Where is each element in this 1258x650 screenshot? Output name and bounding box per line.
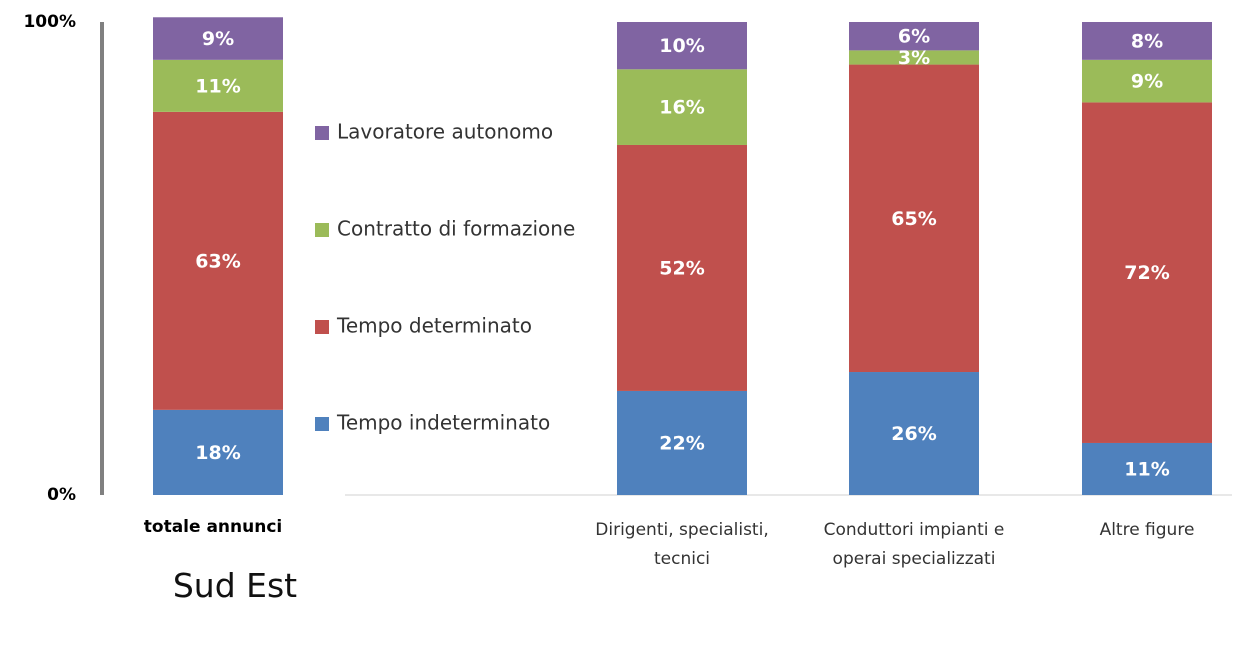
value-label: 6% [898,26,930,48]
bar-segment [1082,59,1212,103]
value-label: 9% [1131,71,1163,93]
value-label: 72% [1124,262,1169,284]
legend-label: Contratto di formazione [337,217,575,241]
bar-segment [617,69,747,145]
value-label: 11% [195,75,240,97]
value-label: 26% [891,423,936,445]
bar-segment [153,409,283,495]
bar-segment [849,22,979,51]
legend-label: Lavoratore autonomo [337,120,553,144]
value-label: 10% [659,35,704,57]
y-tick-label: 0% [47,485,76,505]
bar-segment [849,372,979,495]
value-label: 52% [659,257,704,279]
bar-segment [1082,442,1212,495]
value-label: 3% [898,47,930,69]
x-tick-label: totale annunci [143,517,283,537]
legend-swatch [315,320,329,334]
bar-segment [153,59,283,112]
subtitle: Sud Est [172,566,298,605]
value-label: 18% [195,442,240,464]
bar-segment [1082,22,1212,60]
value-label: 63% [195,250,240,272]
bar-segment [617,22,747,70]
bar-segment [849,64,979,373]
legend-swatch [315,417,329,431]
legend-swatch [315,126,329,140]
value-label: 8% [1131,30,1163,52]
x-tick-label: Altre figure [1099,520,1195,540]
x-tick-label: Dirigenti, specialisti, tecnici [595,520,769,569]
value-label: 65% [891,208,936,230]
legend-swatch [315,223,329,237]
value-label: 11% [1124,458,1169,480]
bar-segment [617,144,747,391]
value-label: 9% [202,28,234,50]
bar-segment [1082,102,1212,443]
bar-segment [849,50,979,65]
y-tick-label: 100% [23,12,76,32]
value-label: 22% [659,432,704,454]
x-tick-label: Conduttori impianti e operai specializza… [823,520,1005,569]
bar-segment [617,390,747,495]
legend-label: Tempo determinato [336,314,532,338]
bar-segment [153,111,283,410]
legend-label: Tempo indeterminato [336,411,550,435]
value-label: 16% [659,97,704,119]
bar-segment [153,17,283,60]
